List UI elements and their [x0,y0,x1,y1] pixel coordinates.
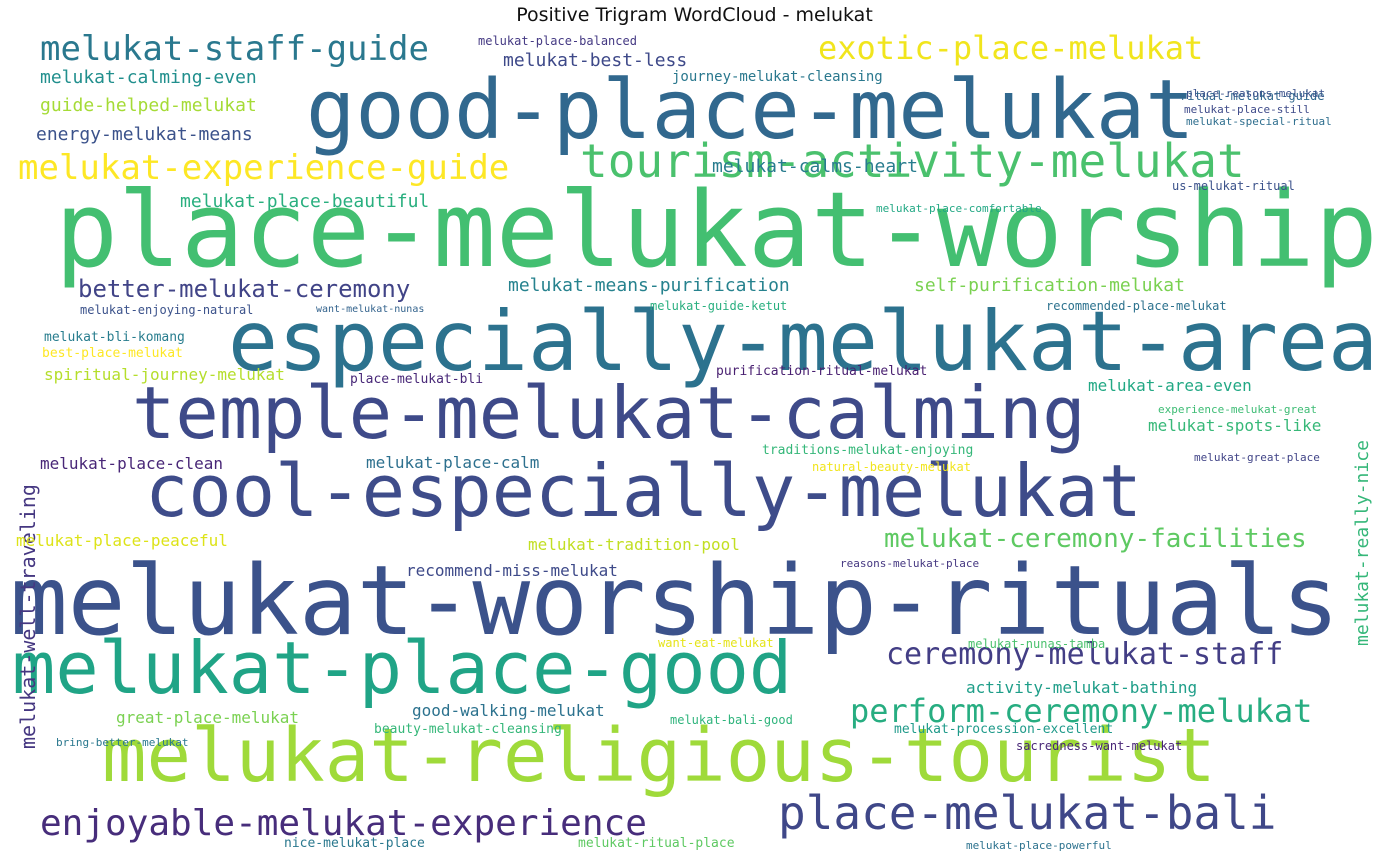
cloud-word: melukat-place-still [1184,103,1310,116]
cloud-word: great-place-melukat [116,708,300,727]
cloud-word: traditions-melukat-enjoying [762,443,974,458]
word-cloud: place-melukat-worship melukat-worship-rit… [10,28,1380,858]
cloud-word: melukat-area-even [1088,376,1252,395]
cloud-word: place-melukat-bli [350,372,484,387]
cloud-word: reasons-melukat-place [840,557,980,570]
cloud-word: recommended-place-melukat [1046,299,1227,313]
cloud-word: best-place-melukat [42,346,183,361]
cloud-word: melukat-special-ritual [1186,115,1332,128]
cloud-word: activity-melukat-bathing [966,678,1198,697]
cloud-word: good-place-melukat [306,63,1195,158]
cloud-word: melukat-place-comfortable [876,202,1042,215]
cloud-word: us-melukat-ritual [1172,179,1295,193]
cloud-word: melukat-really-nice [1352,440,1373,646]
cloud-word: melukat-nunas-tamba [968,637,1106,651]
cloud-word: melukat-spots-like [1148,416,1322,435]
cloud-word: melukat-place-clean [40,454,224,473]
cloud-word: melukat-well-traveling [16,484,40,749]
cloud-word: melukat-ritual-place [578,836,735,851]
cloud-word: melukat-place-powerful [966,839,1112,852]
cloud-word: enjoyable-melukat-experience [40,803,647,844]
cloud-word: tourism-activity-melukat [580,134,1245,188]
cloud-word: melukat-tradition-pool [528,535,740,554]
cloud-word: melukat-ceremony-facilities [884,524,1307,554]
cloud-word: experience-melukat-great [1158,403,1317,416]
cloud-word: exotic-place-melukat [818,29,1204,67]
cloud-word: melukat-calming-even [40,67,257,88]
cloud-word: want-melukat-nunas [316,304,425,315]
cloud-word: melukat-religious-tourist [102,713,1216,799]
cloud-word: melukat-best-less [503,50,688,71]
cloud-word: perform-ceremony-melukat [850,692,1313,730]
cloud-word: melukat-procession-excellent [894,722,1114,737]
cloud-word: melukat-bli-komang [44,330,185,345]
cloud-word: purification-ritual-melukat [716,364,928,379]
cloud-word: melukat-great-place [1194,451,1320,464]
cloud-word: good-walking-melukat [412,701,605,720]
cloud-word: cool-especially-melukat [145,449,1142,533]
cloud-word: melukat-means-purification [508,275,790,296]
cloud-word: recommend-miss-melukat [406,561,618,580]
cloud-word: guide-helped-melukat [40,95,257,116]
page-title: Positive Trigram WordCloud - melukat [516,4,873,26]
cloud-word: place-reasons-melukat [1186,87,1326,100]
cloud-word: ceremony-melukat-staff [886,637,1284,672]
cloud-word: natural-beauty-melukat [812,460,971,474]
cloud-word: temple-melukat-calming [132,371,1086,455]
cloud-word: better-melukat-ceremony [78,275,411,303]
cloud-word: melukat-guide-ketut [650,299,788,313]
cloud-word: melukat-staff-guide [40,29,429,69]
cloud-word: melukat-experience-guide [18,148,510,188]
cloud-word: melukat-place-good [12,626,793,710]
cloud-word: melukat-worship-rituals [10,545,1340,657]
cloud-word: melukat-place-beautiful [180,191,430,212]
cloud-word: especially-melukat-area [228,293,1378,390]
cloud-word: bring-better-melukat [56,736,189,749]
cloud-word: melukat-enjoying-natural [80,303,254,317]
cloud-word: melukat-calms-heart [712,156,918,177]
cloud-word: energy-melukat-means [36,124,253,145]
cloud-word: self-purification-melukat [914,275,1185,296]
cloud-word: place-melukat-bali [778,786,1277,840]
cloud-word: spiritual-journey-melukat [44,365,285,384]
cloud-word: sacredness-want-melukat [1016,739,1183,753]
cloud-word: ritual-melukat-guide [1180,89,1325,103]
cloud-word: nice-melukat-place [284,836,425,851]
cloud-word: melukat-place-balanced [478,34,637,48]
cloud-word: place-melukat-worship [55,169,1378,291]
cloud-word: want-eat-melukat [658,636,774,650]
cloud-word: journey-melukat-cleansing [672,69,883,85]
cloud-word: beauty-melukat-cleansing [374,722,562,737]
cloud-word: melukat-bali-good [670,713,793,727]
cloud-word: melukat-place-calm [366,453,540,472]
cloud-word: melukat-place-peaceful [16,531,228,550]
